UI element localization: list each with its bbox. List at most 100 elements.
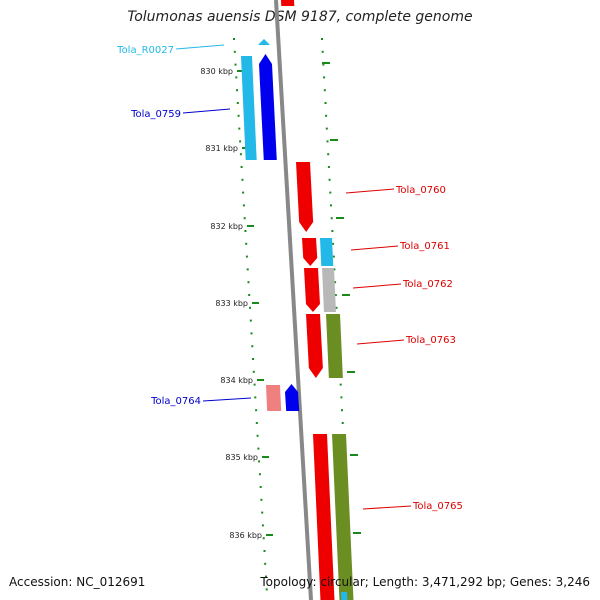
map-title: Tolumonas auensis DSM 9187, complete gen… — [127, 9, 473, 25]
track-dot — [258, 460, 261, 463]
tick-label: 830 kbp — [200, 67, 233, 76]
track-dot — [245, 242, 248, 245]
track-dot — [261, 511, 264, 514]
gene-feature — [304, 268, 320, 312]
gene-label: Tola_0763 — [405, 335, 456, 346]
track-dot — [256, 434, 259, 437]
track-dot — [252, 358, 254, 360]
gene-feature — [241, 56, 257, 160]
track-dot — [265, 575, 267, 578]
track-dot — [325, 127, 328, 130]
gene-label: Tola_0760 — [395, 185, 446, 196]
track-dot — [325, 114, 328, 117]
track-dot — [235, 76, 238, 79]
gene-label: Tola_0764 — [150, 396, 201, 407]
track-dot — [251, 345, 254, 348]
gene-label: Tola_0761 — [399, 241, 450, 252]
track-dot — [233, 38, 235, 40]
gene-feature — [326, 314, 343, 378]
gene-feature — [296, 162, 314, 232]
track-dot — [241, 178, 244, 181]
track-dot — [321, 38, 323, 40]
track-dot — [239, 140, 242, 143]
track-dot — [327, 153, 330, 156]
track-dot — [264, 562, 267, 565]
track-dot — [334, 281, 337, 284]
gene-feature — [285, 384, 300, 411]
tick-label: 833 kbp — [215, 299, 248, 308]
track-dot — [260, 498, 263, 501]
track-dot — [242, 191, 245, 194]
label-leader-line — [352, 283, 402, 289]
gene-feature — [313, 434, 335, 600]
gene-label: Tola_0765 — [412, 501, 463, 512]
track-dot — [253, 383, 256, 386]
label-leader-line — [362, 505, 412, 510]
track-dot — [324, 102, 327, 104]
track-dot — [243, 217, 246, 220]
track-dot — [236, 102, 239, 104]
gene-feature — [302, 238, 318, 266]
label-leader-line — [356, 339, 405, 345]
track-dot — [245, 255, 248, 258]
gene-feature — [341, 592, 348, 600]
track-dot — [234, 63, 237, 66]
label-leader-line — [202, 397, 252, 402]
track-dot — [258, 473, 261, 476]
track-dot — [246, 268, 249, 271]
track-dot — [240, 166, 243, 168]
accession-text: Accession: NC_012691 — [9, 575, 146, 589]
track-dot — [339, 383, 342, 386]
track-dot — [327, 166, 330, 168]
track-dot — [332, 242, 335, 245]
track-dot — [255, 422, 258, 424]
track-dot — [341, 409, 343, 412]
track-dot — [249, 319, 252, 322]
label-leader-line — [175, 44, 225, 50]
track-dot — [262, 537, 265, 540]
track-dot — [249, 306, 251, 309]
track-dot — [257, 447, 260, 450]
track-dot — [321, 50, 324, 53]
track-dot — [330, 204, 332, 207]
track-dot — [329, 191, 332, 194]
gene-label: Tola_0759 — [130, 109, 181, 120]
track-dot — [259, 486, 262, 488]
gene-feature — [281, 0, 295, 6]
track-dot — [340, 396, 343, 399]
track-dot — [244, 230, 247, 232]
label-leader-line — [182, 108, 231, 114]
tick-label: 832 kbp — [210, 222, 243, 231]
track-dot — [323, 76, 326, 79]
track-dot — [328, 178, 331, 181]
track-dot — [250, 332, 253, 335]
track-dot — [331, 230, 334, 232]
tick-label: 834 kbp — [220, 376, 253, 385]
gene-feature — [322, 268, 336, 312]
gene-label: Tola_R0027 — [116, 45, 174, 56]
tick-label: 835 kbp — [225, 453, 258, 462]
label-leader-line — [350, 245, 399, 251]
track-dot — [322, 63, 325, 66]
track-dot — [326, 140, 329, 143]
tick-label: 831 kbp — [205, 144, 238, 153]
track-dot — [237, 114, 240, 117]
track-dot — [247, 281, 250, 284]
topology-summary: Topology: circular; Length: 3,471,292 bp… — [260, 575, 590, 589]
track-dot — [263, 550, 266, 552]
track-dot — [236, 89, 238, 92]
track-dot — [252, 370, 255, 373]
track-dot — [333, 268, 336, 271]
track-dot — [255, 409, 258, 412]
track-dot — [334, 294, 337, 296]
track-dot — [238, 127, 241, 130]
track-dot — [332, 255, 335, 258]
track-dot — [265, 588, 268, 591]
track-dot — [242, 204, 245, 207]
gene-feature — [320, 238, 334, 266]
track-dot — [261, 524, 264, 527]
tick-label: 836 kbp — [229, 531, 262, 540]
genome-backbone — [274, 0, 313, 600]
